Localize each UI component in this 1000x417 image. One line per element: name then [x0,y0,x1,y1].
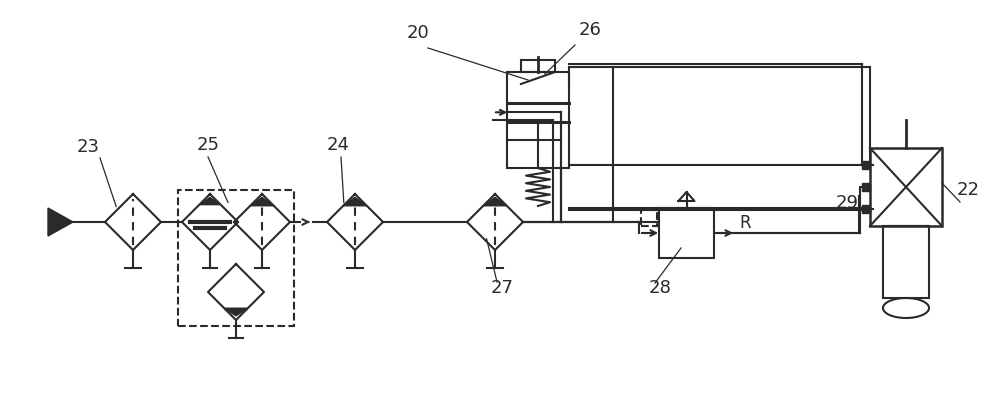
Polygon shape [343,197,367,206]
Polygon shape [483,197,507,206]
Bar [870,148,942,226]
Text: 24: 24 [326,136,350,154]
Bar [178,190,294,326]
Bar [641,210,657,226]
Text: 23: 23 [76,138,100,156]
Polygon shape [48,208,73,236]
Text: 26: 26 [579,21,601,39]
Text: R: R [739,214,751,232]
Bar [659,208,714,258]
Polygon shape [862,205,870,213]
Polygon shape [862,161,870,169]
Bar [507,72,569,168]
Text: 25: 25 [196,136,220,154]
Text: 27: 27 [490,279,514,297]
Polygon shape [862,183,870,191]
Text: 22: 22 [956,181,980,199]
Polygon shape [224,308,248,316]
Text: 29: 29 [836,194,858,212]
Text: 20: 20 [407,24,429,42]
Text: 28: 28 [649,279,671,297]
Bar [521,60,555,72]
Polygon shape [250,197,274,206]
Polygon shape [200,197,220,205]
Bar [883,226,929,298]
